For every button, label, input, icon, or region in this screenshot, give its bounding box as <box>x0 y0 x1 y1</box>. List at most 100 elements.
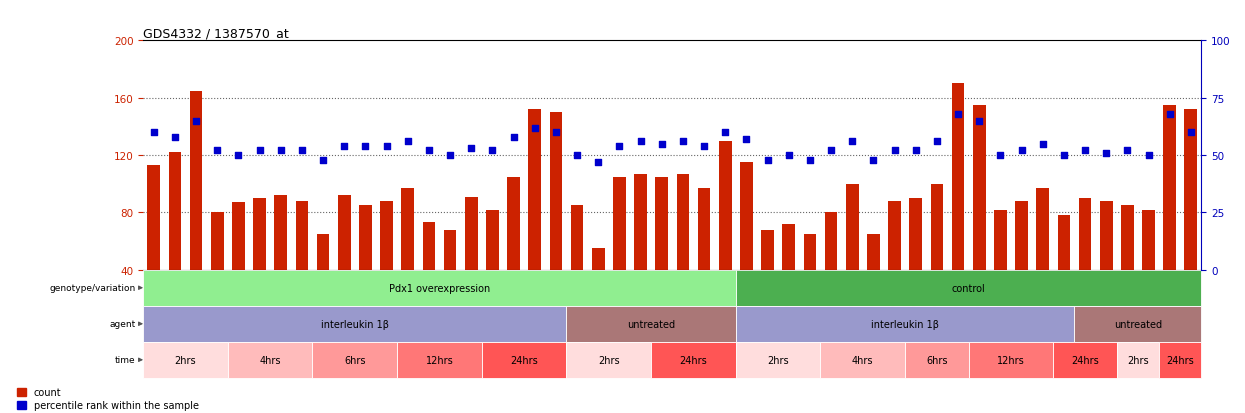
Text: 24hrs: 24hrs <box>510 355 538 365</box>
Text: 24hrs: 24hrs <box>680 355 707 365</box>
Point <box>418 148 439 154</box>
Point <box>1160 111 1180 118</box>
Point <box>991 152 1011 159</box>
Text: 6hrs: 6hrs <box>926 355 947 365</box>
Bar <box>210 213 224 327</box>
Bar <box>1163 106 1177 327</box>
Point <box>1012 148 1032 154</box>
Bar <box>443 230 457 327</box>
Text: 6hrs: 6hrs <box>344 355 366 365</box>
Bar <box>697 189 711 327</box>
Bar <box>549 113 563 327</box>
Bar <box>312 342 397 378</box>
Bar <box>994 210 1007 327</box>
Point <box>164 134 186 141</box>
Bar <box>1074 306 1201 342</box>
Point <box>271 148 291 154</box>
Text: GDS4332 / 1387570_at: GDS4332 / 1387570_at <box>143 27 289 40</box>
Point <box>1053 152 1073 159</box>
Text: Pdx1 overexpression: Pdx1 overexpression <box>388 283 491 293</box>
Bar <box>1099 202 1113 327</box>
Point <box>229 152 249 159</box>
Point <box>822 148 842 154</box>
Bar <box>613 177 626 327</box>
Bar <box>845 184 859 327</box>
Text: untreated: untreated <box>1114 319 1162 329</box>
Text: 12hrs: 12hrs <box>426 355 453 365</box>
Text: 2hrs: 2hrs <box>174 355 197 365</box>
Text: interleukin 1β: interleukin 1β <box>321 319 388 329</box>
Text: 4hrs: 4hrs <box>259 355 281 365</box>
Point <box>737 136 757 143</box>
Text: genotype/variation: genotype/variation <box>50 284 136 292</box>
Point <box>376 143 396 150</box>
Bar <box>143 270 736 306</box>
Point <box>1118 148 1138 154</box>
Point <box>906 148 926 154</box>
Bar <box>824 213 838 327</box>
Bar <box>1159 342 1201 378</box>
Point <box>1096 150 1116 157</box>
Bar <box>1117 342 1159 378</box>
Text: agent: agent <box>110 320 136 328</box>
Bar <box>736 342 820 378</box>
Point <box>249 148 269 154</box>
Bar <box>253 199 266 327</box>
Bar <box>168 153 182 327</box>
Bar <box>591 249 605 327</box>
Bar <box>651 342 736 378</box>
Text: 4hrs: 4hrs <box>852 355 874 365</box>
Bar <box>740 163 753 327</box>
Point <box>779 152 799 159</box>
Point <box>1139 152 1159 159</box>
Bar <box>930 184 944 327</box>
Bar <box>905 342 969 378</box>
Point <box>674 139 693 145</box>
Point <box>1074 148 1096 154</box>
Text: 24hrs: 24hrs <box>1071 355 1099 365</box>
Point <box>757 157 777 164</box>
Bar <box>143 306 566 342</box>
Bar <box>528 110 542 327</box>
Bar <box>1036 189 1050 327</box>
Bar <box>972 106 986 327</box>
Bar <box>359 206 372 327</box>
Bar <box>464 197 478 327</box>
Bar <box>295 202 309 327</box>
Bar <box>1053 342 1117 378</box>
Bar <box>337 196 351 327</box>
Point <box>652 141 672 147</box>
Bar <box>232 203 245 327</box>
Point <box>631 139 651 145</box>
Bar <box>143 342 228 378</box>
Point <box>568 152 588 159</box>
Bar <box>782 224 796 327</box>
Bar <box>718 141 732 327</box>
Point <box>715 130 735 136</box>
Bar <box>867 234 880 327</box>
Bar <box>401 189 415 327</box>
Bar <box>570 206 584 327</box>
Bar <box>634 174 647 327</box>
Bar <box>969 342 1053 378</box>
Bar <box>820 342 905 378</box>
Point <box>398 139 418 145</box>
Bar <box>1120 206 1134 327</box>
Text: 12hrs: 12hrs <box>997 355 1025 365</box>
Bar <box>189 91 203 327</box>
Point <box>291 148 311 154</box>
Point <box>1180 130 1200 136</box>
Bar <box>566 342 651 378</box>
Bar <box>1184 110 1198 327</box>
Bar <box>1015 202 1028 327</box>
Bar <box>888 202 901 327</box>
Bar <box>422 223 436 327</box>
Text: 2hrs: 2hrs <box>1127 355 1149 365</box>
Point <box>525 125 545 131</box>
Bar <box>482 342 566 378</box>
Point <box>356 143 376 150</box>
Text: 2hrs: 2hrs <box>767 355 789 365</box>
Point <box>588 159 608 166</box>
Bar <box>507 177 520 327</box>
Point <box>187 118 207 125</box>
